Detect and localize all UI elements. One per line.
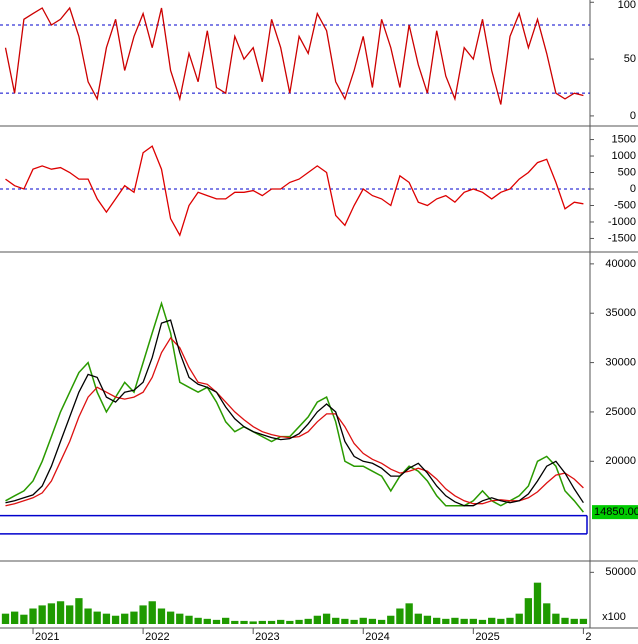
volume-bar [148, 601, 156, 624]
volume-bar [478, 619, 487, 624]
volume-bar [139, 605, 147, 624]
volume-bar [10, 611, 19, 624]
y-tick-label: 0 [630, 110, 636, 122]
series-line [5, 336, 584, 507]
volume-bar [579, 618, 588, 624]
volume-bar [332, 617, 340, 624]
volume-bar [249, 621, 257, 624]
x-tick-label: 2 [585, 631, 591, 643]
unit-label: x100 [602, 611, 626, 623]
x-tick-label: 2024 [365, 631, 389, 643]
volume-bar [368, 618, 377, 624]
volume-bar [66, 605, 74, 624]
volume-bar [295, 619, 303, 624]
y-tick-label: 35000 [605, 307, 636, 319]
volume-bar [20, 614, 28, 624]
volume-bar [47, 603, 56, 624]
volume-bar [212, 619, 221, 624]
volume-bar [221, 617, 230, 624]
volume-bar [488, 617, 496, 624]
volume-bar [157, 608, 166, 624]
y-tick-label: 50 [624, 53, 636, 65]
y-tick-label: 1500 [612, 133, 636, 145]
y-tick-label: 0 [630, 183, 636, 195]
volume-bar [414, 613, 422, 624]
series-line [5, 319, 584, 507]
volume-bar [442, 618, 450, 624]
y-tick-label: 500 [618, 166, 636, 178]
volume-bar [533, 582, 542, 624]
volume-bar [1, 613, 10, 624]
last-price-box [592, 505, 638, 520]
volume-bar [258, 620, 266, 624]
volume-bar [93, 611, 101, 624]
y-tick-label: -1000 [608, 216, 636, 228]
volume-bar [423, 615, 432, 624]
series-line [5, 145, 584, 237]
volume-bar [203, 618, 211, 624]
volume-bar [267, 620, 276, 624]
series-line [5, 300, 584, 513]
y-tick-label: 20000 [605, 455, 636, 467]
y-tick-label: 40000 [605, 258, 636, 270]
volume-bar [286, 620, 294, 624]
x-tick-label: 2023 [255, 631, 279, 643]
volume-bar [506, 617, 514, 624]
volume-bar [111, 615, 120, 624]
y-tick-label: -500 [614, 199, 636, 211]
x-tick-label: 2021 [35, 631, 59, 643]
volume-bar [405, 603, 413, 624]
volume-bar [277, 619, 285, 624]
volume-bar [75, 598, 83, 624]
x-tick-label: 2025 [475, 631, 499, 643]
y-tick-label: 1000 [612, 150, 636, 162]
volume-bar [341, 618, 349, 624]
volume-bar [460, 618, 468, 624]
volume-bar [433, 617, 441, 624]
x-tick-label: 2022 [145, 631, 169, 643]
volume-bar [304, 618, 312, 624]
volume-bar [543, 603, 551, 624]
volume-bar [552, 613, 560, 624]
volume-bar [194, 617, 202, 624]
y-tick-label: 25000 [605, 406, 636, 418]
volume-bar [176, 613, 184, 624]
volume-bar [38, 605, 46, 624]
volume-bar [451, 617, 459, 624]
series-line [4, 6, 584, 105]
volume-bar [121, 613, 129, 624]
volume-bar [130, 611, 138, 624]
volume-bar [313, 615, 321, 624]
last-price-label: 14850.00 [594, 506, 638, 518]
volume-bar [524, 598, 533, 624]
y-tick-label: -1500 [608, 232, 636, 244]
volume-bar [84, 608, 92, 624]
volume-bar [102, 613, 111, 624]
volume-bar [515, 613, 523, 624]
y-tick-label: 50000 [605, 566, 636, 578]
volume-bar [240, 620, 248, 624]
volume-bar [231, 620, 239, 624]
volume-bar [497, 618, 505, 624]
volume-bar [166, 611, 175, 624]
y-tick-label: 100 [618, 0, 636, 11]
volume-bar [350, 619, 358, 624]
volume-bar [185, 615, 193, 624]
y-tick-label: 30000 [605, 356, 636, 368]
volume-bar [377, 619, 386, 624]
volume-bar [396, 608, 404, 624]
volume-bar [561, 617, 569, 624]
volume-bar [29, 608, 37, 624]
volume-bar [322, 613, 331, 624]
volume-bar [359, 617, 367, 624]
volume-bar [387, 615, 395, 624]
volume-bar [56, 601, 65, 624]
volume-bar [469, 618, 477, 624]
volume-bar [570, 618, 578, 624]
